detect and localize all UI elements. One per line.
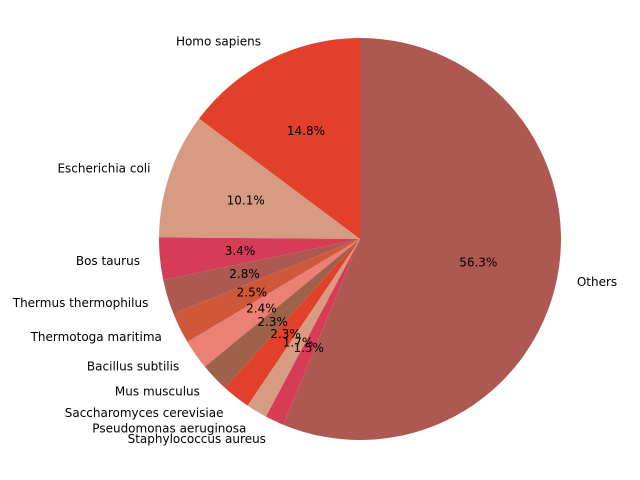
slice-percent-label: 2.8% xyxy=(229,267,260,281)
slice-percent-label: 2.5% xyxy=(237,286,268,300)
slice-percent-label: 14.8% xyxy=(287,124,325,138)
pie-slice xyxy=(283,38,561,440)
pie-slice xyxy=(198,38,360,239)
slice-percent-label: 2.3% xyxy=(270,327,301,341)
pie-slice xyxy=(159,237,360,281)
pie-labels: 14.8% Homo sapiens 10.1% Escherichia coli 3.… xyxy=(12,34,617,446)
pie-slice xyxy=(204,239,360,388)
pie-slice xyxy=(266,239,360,425)
slice-percent-label: 10.1% xyxy=(227,194,265,208)
slice-category-label: Others xyxy=(577,275,617,289)
slice-percent-label: 2.3% xyxy=(257,315,288,329)
pie-slice xyxy=(187,239,360,367)
slice-percent-label: 1.7% xyxy=(283,335,314,349)
slice-category-label: Homo sapiens xyxy=(176,34,261,48)
slice-category-label: Bos taurus xyxy=(76,254,140,268)
slice-percent-label: 2.4% xyxy=(246,301,277,315)
pie-slice xyxy=(224,239,360,406)
slice-category-label: Bacillus subtilis xyxy=(87,359,179,373)
slice-percent-label: 3.4% xyxy=(225,244,256,258)
slice-category-label: Staphylococcus aureus xyxy=(128,432,266,446)
slice-percent-label: 56.3% xyxy=(459,256,497,270)
slice-category-label: Thermus thermophilus xyxy=(12,296,149,310)
pie-slice xyxy=(173,239,360,343)
pie-slice xyxy=(159,118,360,239)
slice-percent-label: 1.5% xyxy=(293,341,324,355)
slice-category-label: Thermotoga maritima xyxy=(30,330,162,344)
pie-slices xyxy=(159,38,561,440)
slice-category-label: Escherichia coli xyxy=(57,161,150,175)
slice-category-label: Mus musculus xyxy=(115,384,200,398)
slice-category-label: Saccharomyces cerevisiae xyxy=(65,406,224,420)
pie-slice xyxy=(247,239,360,417)
pie-slice xyxy=(163,239,360,314)
slice-category-label: Pseudomonas aeruginosa xyxy=(92,422,246,436)
